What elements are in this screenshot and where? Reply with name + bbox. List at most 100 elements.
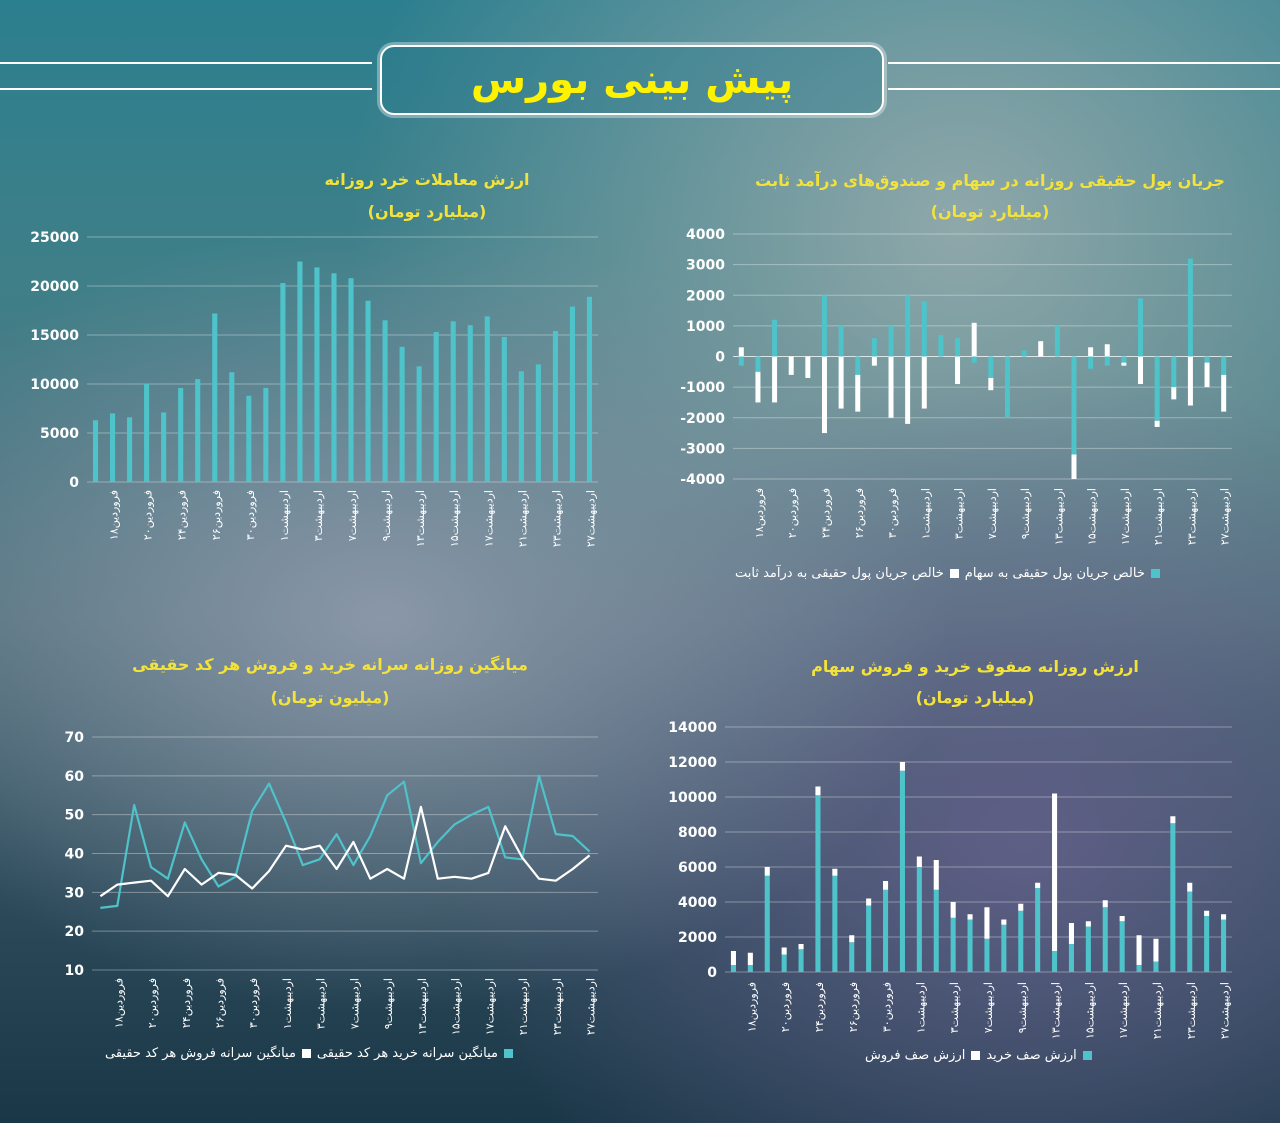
queues-bar-secondary <box>984 907 990 939</box>
percap-xtick-label: اردیبهشت۱۷ <box>483 978 496 1035</box>
percap-legend-swatch-buy <box>503 1049 513 1058</box>
queues-bar-secondary <box>950 902 956 918</box>
queues-xtick-label: اردیبهشت۱ <box>914 982 927 1033</box>
netflow-xtick-label: اردیبهشت۷ <box>986 488 999 539</box>
queues-bar-secondary <box>747 952 753 965</box>
queues-bar-secondary <box>866 898 872 906</box>
queues-chart-title: ارزش روزانه صفوف خرید و فروش سهام <box>811 657 1139 676</box>
netflow-bar-primary <box>888 325 894 357</box>
retail-bar <box>467 325 473 482</box>
netflow-bar-primary <box>1121 356 1127 363</box>
retail-bar <box>348 278 354 482</box>
percap-legend-sell: میانگین سرانه فروش هر کد حقیقی <box>105 1046 296 1061</box>
header-rule-left-1 <box>0 62 372 64</box>
netflow-xtick-label: اردیبهشت۲۷ <box>1219 488 1232 545</box>
netflow-bar-primary <box>821 295 827 357</box>
netflow-bar-secondary <box>772 356 778 403</box>
queues-bar-secondary <box>1001 919 1007 925</box>
queues-bar-primary <box>950 917 956 972</box>
netflow-bar-secondary <box>738 347 744 357</box>
header-rule-right-1 <box>888 62 1280 64</box>
queues-bar-secondary <box>781 947 787 955</box>
queues-bar-secondary <box>832 868 838 876</box>
netflow-bar-primary <box>1104 356 1110 366</box>
netflow-bar-primary <box>1021 350 1027 357</box>
retail-bar <box>433 332 439 482</box>
queues-bar-primary <box>1119 921 1125 972</box>
queues-bar-secondary <box>1068 923 1074 944</box>
netflow-bar-primary <box>1004 356 1010 418</box>
netflow-bar-primary <box>921 301 927 357</box>
percap-xtick-label: اردیبهشت۱۵ <box>450 978 463 1035</box>
queues-bar-secondary <box>1221 914 1227 920</box>
retail-xtick-label: اردیبهشت۲۷ <box>584 490 597 547</box>
percap-xtick-label: فروردین۲۰ <box>146 978 159 1028</box>
netflow-bar-secondary <box>788 356 794 375</box>
percap-ytick-label: 70 <box>65 730 85 746</box>
netflow-ytick-label: 3000 <box>686 258 725 274</box>
queues-bar-secondary <box>1119 916 1125 922</box>
netflow-ytick-label: -4000 <box>680 472 725 488</box>
queues-bar-primary <box>747 965 753 972</box>
netflow-bar-secondary <box>1154 420 1160 427</box>
netflow-ytick-label: -2000 <box>680 411 725 427</box>
netflow-ytick-label: -3000 <box>680 441 725 457</box>
queues-xtick-label: فروردین۲۴ <box>813 982 826 1032</box>
netflow-bar-primary <box>971 356 977 363</box>
retail-bar <box>280 283 286 482</box>
percap-legend-swatch-sell <box>301 1049 311 1058</box>
retail-bar <box>161 412 167 482</box>
queues-bar-secondary <box>933 860 939 890</box>
queues-bar-primary <box>849 942 855 972</box>
netflow-bar-secondary <box>805 356 811 378</box>
retail-xtick-label: اردیبهشت۲۳ <box>550 490 563 547</box>
netflow-bar-secondary <box>955 356 961 385</box>
percap-xtick-label: اردیبهشت۳ <box>315 978 328 1029</box>
queues-bar-primary <box>1035 888 1041 972</box>
netflow-xtick-label: فروردین۱۸ <box>753 488 766 538</box>
netflow-bar-primary <box>1204 356 1210 363</box>
netflow-xtick-label: اردیبهشت۱ <box>919 488 932 539</box>
netflow-bar-primary <box>1138 298 1144 357</box>
netflow-bar-secondary <box>838 356 844 409</box>
queues-bar-secondary <box>1136 935 1142 965</box>
netflow-bar-primary <box>738 356 744 366</box>
header-rule-right-2 <box>888 88 1280 90</box>
netflow-bar-secondary <box>871 356 877 366</box>
queues-bar-primary <box>1221 919 1227 972</box>
netflow-bar-primary <box>988 356 994 378</box>
percap-legend: میانگین سرانه خرید هر کد حقیقی میانگین س… <box>105 1046 515 1061</box>
percap-ytick-label: 10 <box>65 963 85 979</box>
netflow-xtick-label: اردیبهشت۲۱ <box>1152 488 1165 545</box>
retail-xtick-label: فروردین۲۰ <box>142 490 155 540</box>
netflow-legend: خالص جریان پول حقیقی به سهام خالص جریان … <box>735 566 1162 581</box>
queues-xtick-label: اردیبهشت۱۷ <box>1117 982 1130 1039</box>
netflow-bar-primary <box>1221 356 1227 375</box>
queues-legend-swatch-sell <box>971 1051 981 1060</box>
retail-xtick-label: فروردین۱۸ <box>108 490 121 540</box>
queues-bar-primary <box>815 795 821 972</box>
percap-ytick-label: 20 <box>65 924 85 940</box>
netflow-bar-secondary <box>1038 341 1044 357</box>
queues-bar-secondary <box>849 935 855 943</box>
netflow-bar-primary <box>755 356 761 372</box>
queues-bar-primary <box>1001 924 1007 972</box>
queues-legend-buy: ارزش صف خرید <box>986 1048 1077 1063</box>
percap-xtick-label: اردیبهشت۹ <box>382 978 395 1029</box>
retail-ytick-label: 0 <box>69 475 79 491</box>
page-title-box: پیش بینی بورس <box>380 45 884 115</box>
retail-ytick-label: 20000 <box>30 279 79 295</box>
retail-bar <box>535 364 541 482</box>
retail-xtick-label: اردیبهشت۱ <box>278 490 291 541</box>
netflow-bar-primary <box>938 335 944 357</box>
retail-bar <box>92 420 99 482</box>
queues-bar-secondary <box>1187 882 1193 892</box>
netflow-ytick-label: -1000 <box>680 380 725 396</box>
queues-xtick-label: اردیبهشت۱۳ <box>1050 982 1063 1039</box>
retail-bar <box>263 387 269 482</box>
queues-bar-primary <box>764 875 770 972</box>
retail-xtick-label: فروردین۲۶ <box>210 490 223 540</box>
netflow-legend-swatch-fixed <box>949 569 959 578</box>
queues-bar-secondary <box>1170 816 1176 824</box>
